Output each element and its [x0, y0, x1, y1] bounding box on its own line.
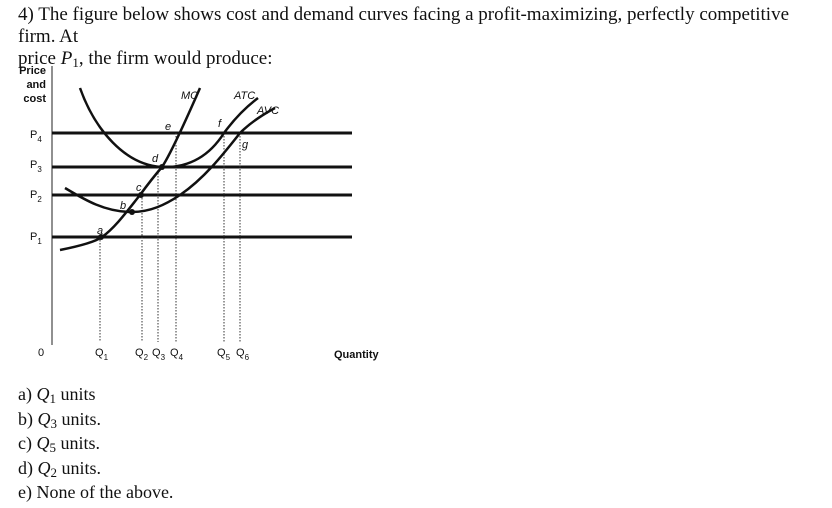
- point-label: f: [218, 118, 222, 130]
- y-axis-title: and: [26, 79, 46, 91]
- option: a) Q1 units: [18, 382, 173, 407]
- price-label: P4: [30, 129, 42, 144]
- text: price: [18, 48, 56, 69]
- var: P: [30, 159, 37, 171]
- question: 4) The figure below shows cost and deman…: [18, 4, 830, 70]
- point: [98, 234, 104, 240]
- options: a) Q1 units b) Q3 units. c) Q5 units. d)…: [18, 382, 173, 505]
- var: Q: [236, 347, 245, 359]
- variable: Q: [36, 433, 50, 453]
- question-line: price P1, the firm would produce:: [18, 48, 830, 70]
- option: c) Q5 units.: [18, 431, 173, 456]
- quantity-label: Q4: [170, 347, 184, 362]
- price-label: P2: [30, 189, 42, 204]
- point-label: a: [97, 225, 103, 237]
- quantity-label: Q2: [135, 347, 149, 362]
- subscript: 2: [50, 464, 58, 480]
- var: P: [30, 129, 37, 141]
- point-label: g: [242, 139, 249, 151]
- axis-title: Price and cost: [19, 65, 46, 105]
- option-label: a): [18, 384, 32, 404]
- text: , the firm would produce:: [78, 48, 273, 69]
- question-line: 4) The figure below shows cost and deman…: [18, 4, 790, 47]
- var: P: [30, 231, 37, 243]
- sub: 3: [37, 165, 42, 174]
- sub: 1: [104, 353, 109, 362]
- option-text: units.: [60, 433, 100, 453]
- subscript: 5: [49, 440, 56, 455]
- option-label: c): [18, 433, 32, 453]
- option-label: e): [18, 482, 32, 502]
- subscript: 3: [50, 415, 58, 431]
- y-axis-title: cost: [23, 93, 46, 105]
- option: e) None of the above.: [18, 480, 173, 505]
- sub: 2: [144, 353, 149, 362]
- sub: 1: [37, 237, 42, 246]
- var: P: [30, 189, 37, 201]
- subscript: 1: [72, 55, 79, 70]
- curve-label: AVC: [256, 105, 279, 117]
- atc-curve: [78, 87, 259, 169]
- variable: P: [60, 48, 73, 69]
- subscript: 1: [49, 391, 56, 406]
- price-lines: [52, 131, 352, 239]
- var: Q: [152, 347, 161, 359]
- quantity-label: Q5: [217, 347, 231, 362]
- sub: 6: [245, 353, 250, 362]
- point-label: e: [165, 121, 171, 133]
- curve-label: MC: [181, 90, 198, 102]
- sub: 3: [161, 353, 166, 362]
- avc-curve: [64, 106, 276, 214]
- curves: [59, 87, 276, 252]
- point: [129, 209, 135, 215]
- option: b) Q3 units.: [18, 407, 173, 432]
- figure: Price and cost P4 P3 P2 P1 MC ATC AVC a …: [19, 65, 379, 362]
- sub: 4: [37, 135, 42, 144]
- var: Q: [170, 347, 179, 359]
- variable: Q: [36, 384, 50, 404]
- var: Q: [95, 347, 104, 359]
- origin-label: 0: [38, 347, 44, 359]
- option-text: units.: [61, 408, 102, 429]
- point-label: c: [136, 182, 142, 194]
- x-axis-title: Quantity: [334, 349, 379, 361]
- quantity-guides: [99, 133, 241, 342]
- option: d) Q2 units.: [18, 456, 173, 481]
- points: [98, 164, 165, 240]
- var: Q: [135, 347, 144, 359]
- option-label: d): [18, 457, 33, 478]
- point: [138, 192, 144, 198]
- var: Q: [217, 347, 226, 359]
- curve-label: ATC: [233, 90, 255, 102]
- quantity-label: Q3: [152, 347, 166, 362]
- point-label: d: [152, 153, 159, 165]
- option-text: units: [60, 384, 96, 404]
- variable: Q: [37, 457, 51, 478]
- price-label: P1: [30, 231, 42, 246]
- mc-curve: [59, 87, 202, 252]
- point: [159, 164, 165, 170]
- sub: 5: [226, 353, 231, 362]
- y-axis-title: Price: [19, 65, 46, 77]
- point-label: b: [120, 200, 126, 212]
- option-text: None of the above.: [36, 482, 174, 502]
- option-label: b): [18, 408, 33, 429]
- quantity-label: Q1: [95, 347, 109, 362]
- option-text: units.: [61, 457, 102, 478]
- quantity-label: Q6: [236, 347, 250, 362]
- sub: 2: [37, 195, 42, 204]
- price-label: P3: [30, 159, 42, 174]
- sub: 4: [179, 353, 184, 362]
- variable: Q: [37, 408, 51, 429]
